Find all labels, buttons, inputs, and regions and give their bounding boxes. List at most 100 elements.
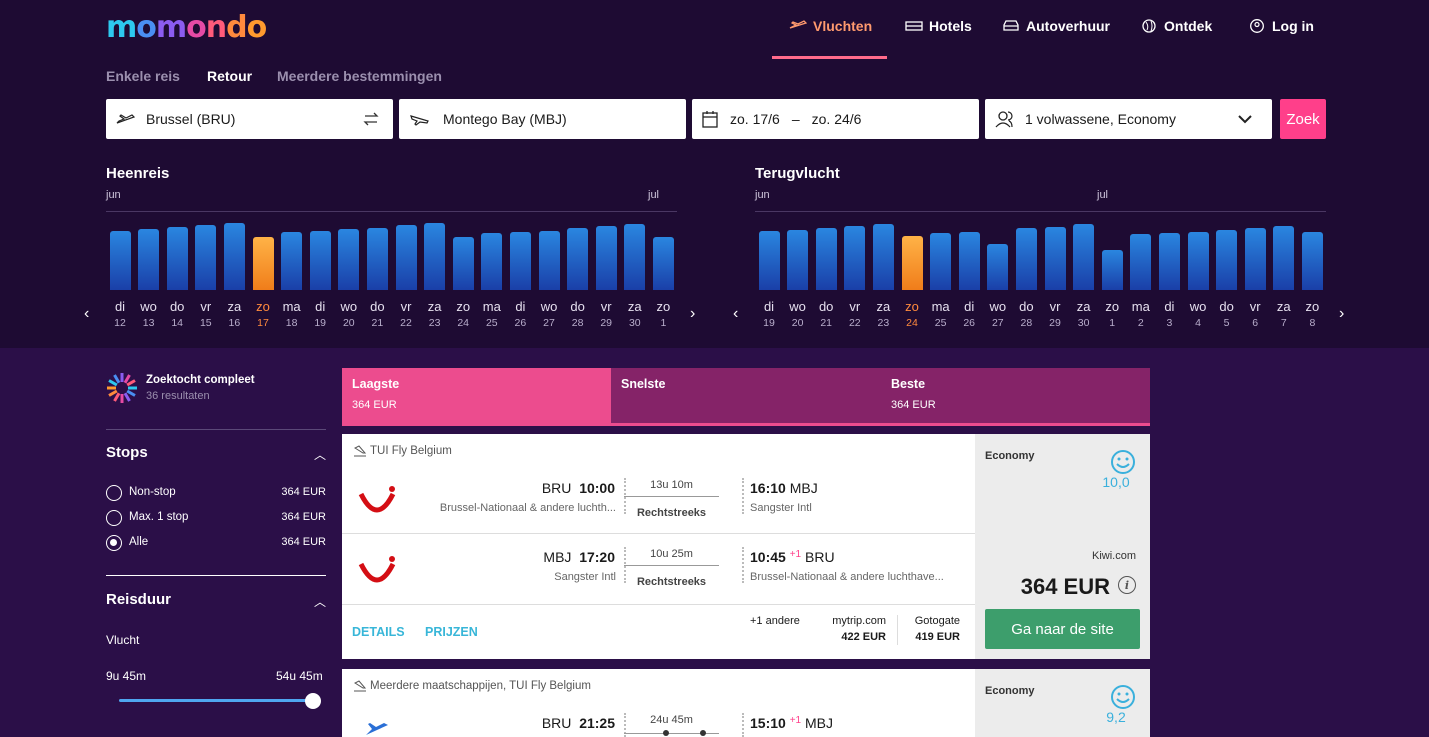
price-bar[interactable]	[652, 237, 674, 290]
calendar-day[interactable]: do 28	[563, 299, 593, 329]
calendar-day[interactable]: ma 2	[1126, 299, 1156, 329]
price-bar[interactable]	[1044, 227, 1066, 290]
price-bar[interactable]	[1015, 228, 1037, 290]
price-bar[interactable]	[509, 232, 531, 290]
calendar-day[interactable]: vr 22	[391, 299, 421, 329]
tab-cheapest[interactable]: Laagste 364 EUR	[342, 368, 611, 426]
calendar-day[interactable]: zo 8	[1297, 299, 1327, 329]
calendar-day[interactable]: ma 25	[926, 299, 956, 329]
calendar-day[interactable]: do 28	[1011, 299, 1041, 329]
nav-cars[interactable]: Autoverhuur	[1002, 17, 1110, 35]
price-bar[interactable]	[815, 228, 837, 290]
calendar-day[interactable]: wo 27	[983, 299, 1013, 329]
origin-field[interactable]: Brussel (BRU)	[106, 99, 393, 139]
calendar-day[interactable]: vr 29	[1040, 299, 1070, 329]
return-next-arrow[interactable]: ›	[1339, 305, 1345, 322]
calendar-day[interactable]: di 26	[505, 299, 535, 329]
outbound-prev-arrow[interactable]: ‹	[84, 305, 90, 322]
calendar-day[interactable]: do 5	[1212, 299, 1242, 329]
calendar-day[interactable]: do 14	[162, 299, 192, 329]
outbound-next-arrow[interactable]: ›	[690, 305, 696, 322]
price-bar[interactable]	[109, 231, 131, 290]
travellers-field[interactable]: 1 volwassene, Economy	[985, 99, 1272, 139]
swap-icon[interactable]	[363, 112, 379, 126]
prices-link[interactable]: PRIJZEN	[425, 625, 478, 639]
chevron-up-icon[interactable]: ︿	[314, 595, 327, 609]
price-bar[interactable]	[595, 226, 617, 290]
details-link[interactable]: DETAILS	[352, 625, 405, 639]
calendar-day[interactable]: ma 25	[477, 299, 507, 329]
price-bar[interactable]	[338, 229, 360, 290]
calendar-day[interactable]: di 19	[305, 299, 335, 329]
price-bar[interactable]	[624, 224, 646, 290]
price-bar[interactable]	[1216, 230, 1238, 290]
price-bar[interactable]	[901, 236, 923, 290]
trip-one-way[interactable]: Enkele reis	[106, 68, 180, 84]
duration-slider-track[interactable]	[119, 699, 313, 702]
calendar-day[interactable]: wo 20	[783, 299, 813, 329]
calendar-day[interactable]: vr 22	[840, 299, 870, 329]
price-bar[interactable]	[223, 223, 245, 290]
price-bar[interactable]	[166, 227, 188, 290]
calendar-day[interactable]: za 30	[1069, 299, 1099, 329]
price-bar[interactable]	[787, 230, 809, 290]
duration-title[interactable]: Reisduur	[106, 591, 172, 608]
calendar-day[interactable]: di 3	[1154, 299, 1184, 329]
dates-field[interactable]: zo. 17/6 – zo. 24/6	[692, 99, 979, 139]
price-bar[interactable]	[424, 223, 446, 290]
provider-offer[interactable]: Gotogate 419 EUR	[902, 615, 960, 643]
price-bar[interactable]	[281, 232, 303, 290]
provider-offer[interactable]: mytrip.com 422 EUR	[820, 615, 886, 643]
duration-slider-handle[interactable]	[305, 693, 321, 709]
calendar-day[interactable]: za 23	[420, 299, 450, 329]
info-icon[interactable]: i	[1118, 576, 1136, 594]
price-bar[interactable]	[958, 232, 980, 290]
nav-discover[interactable]: Ontdek	[1140, 17, 1212, 35]
price-bar[interactable]	[366, 228, 388, 290]
price-bar[interactable]	[1101, 250, 1123, 290]
nav-hotels[interactable]: Hotels	[905, 17, 972, 35]
calendar-day[interactable]: wo 20	[334, 299, 364, 329]
radio-all[interactable]	[106, 535, 122, 551]
momondo-logo[interactable]: momondo	[106, 10, 267, 45]
calendar-day[interactable]: vr 15	[191, 299, 221, 329]
result-card[interactable]: TUI Fly Belgium BRU 10:00 Brussel-Nation…	[342, 434, 1150, 659]
calendar-day[interactable]: za 23	[868, 299, 898, 329]
calendar-day[interactable]: za 7	[1269, 299, 1299, 329]
calendar-day[interactable]: wo 4	[1183, 299, 1213, 329]
price-bar[interactable]	[930, 233, 952, 290]
nav-login[interactable]: Log in	[1248, 17, 1314, 35]
chevron-up-icon[interactable]: ︿	[314, 448, 327, 462]
calendar-day[interactable]: vr 29	[591, 299, 621, 329]
calendar-day[interactable]: di 26	[954, 299, 984, 329]
price-bar[interactable]	[195, 225, 217, 290]
price-bar[interactable]	[844, 226, 866, 290]
search-button[interactable]: Zoek	[1280, 99, 1326, 139]
price-bar[interactable]	[538, 231, 560, 290]
calendar-day[interactable]: zo 24	[897, 299, 927, 329]
calendar-day[interactable]: ma 18	[277, 299, 307, 329]
calendar-day[interactable]: di 12	[105, 299, 135, 329]
price-bar[interactable]	[987, 244, 1009, 290]
result-card[interactable]: Meerdere maatschappijen, TUI Fly Belgium…	[342, 669, 1150, 737]
trip-return[interactable]: Retour	[207, 68, 253, 84]
other-providers-link[interactable]: +1 andere	[750, 615, 800, 627]
destination-field[interactable]: Montego Bay (MBJ)	[399, 99, 686, 139]
price-bar[interactable]	[138, 229, 160, 290]
calendar-day[interactable]: wo 27	[534, 299, 564, 329]
radio-non-stop[interactable]	[106, 485, 122, 501]
nav-flights[interactable]: Vluchten	[789, 17, 872, 35]
calendar-day[interactable]: zo 17	[248, 299, 278, 329]
price-bar[interactable]	[1244, 228, 1266, 290]
price-bar[interactable]	[452, 237, 474, 290]
price-bar[interactable]	[481, 233, 503, 290]
price-bar[interactable]	[567, 228, 589, 290]
price-bar[interactable]	[1130, 234, 1152, 290]
tab-fastest[interactable]: Snelste	[611, 368, 881, 426]
price-bar[interactable]	[1301, 232, 1323, 290]
trip-multi-city[interactable]: Meerdere bestemmingen	[277, 68, 442, 84]
calendar-day[interactable]: di 19	[754, 299, 784, 329]
return-prev-arrow[interactable]: ‹	[733, 305, 739, 322]
calendar-day[interactable]: zo 24	[448, 299, 478, 329]
price-bar[interactable]	[1273, 226, 1295, 290]
